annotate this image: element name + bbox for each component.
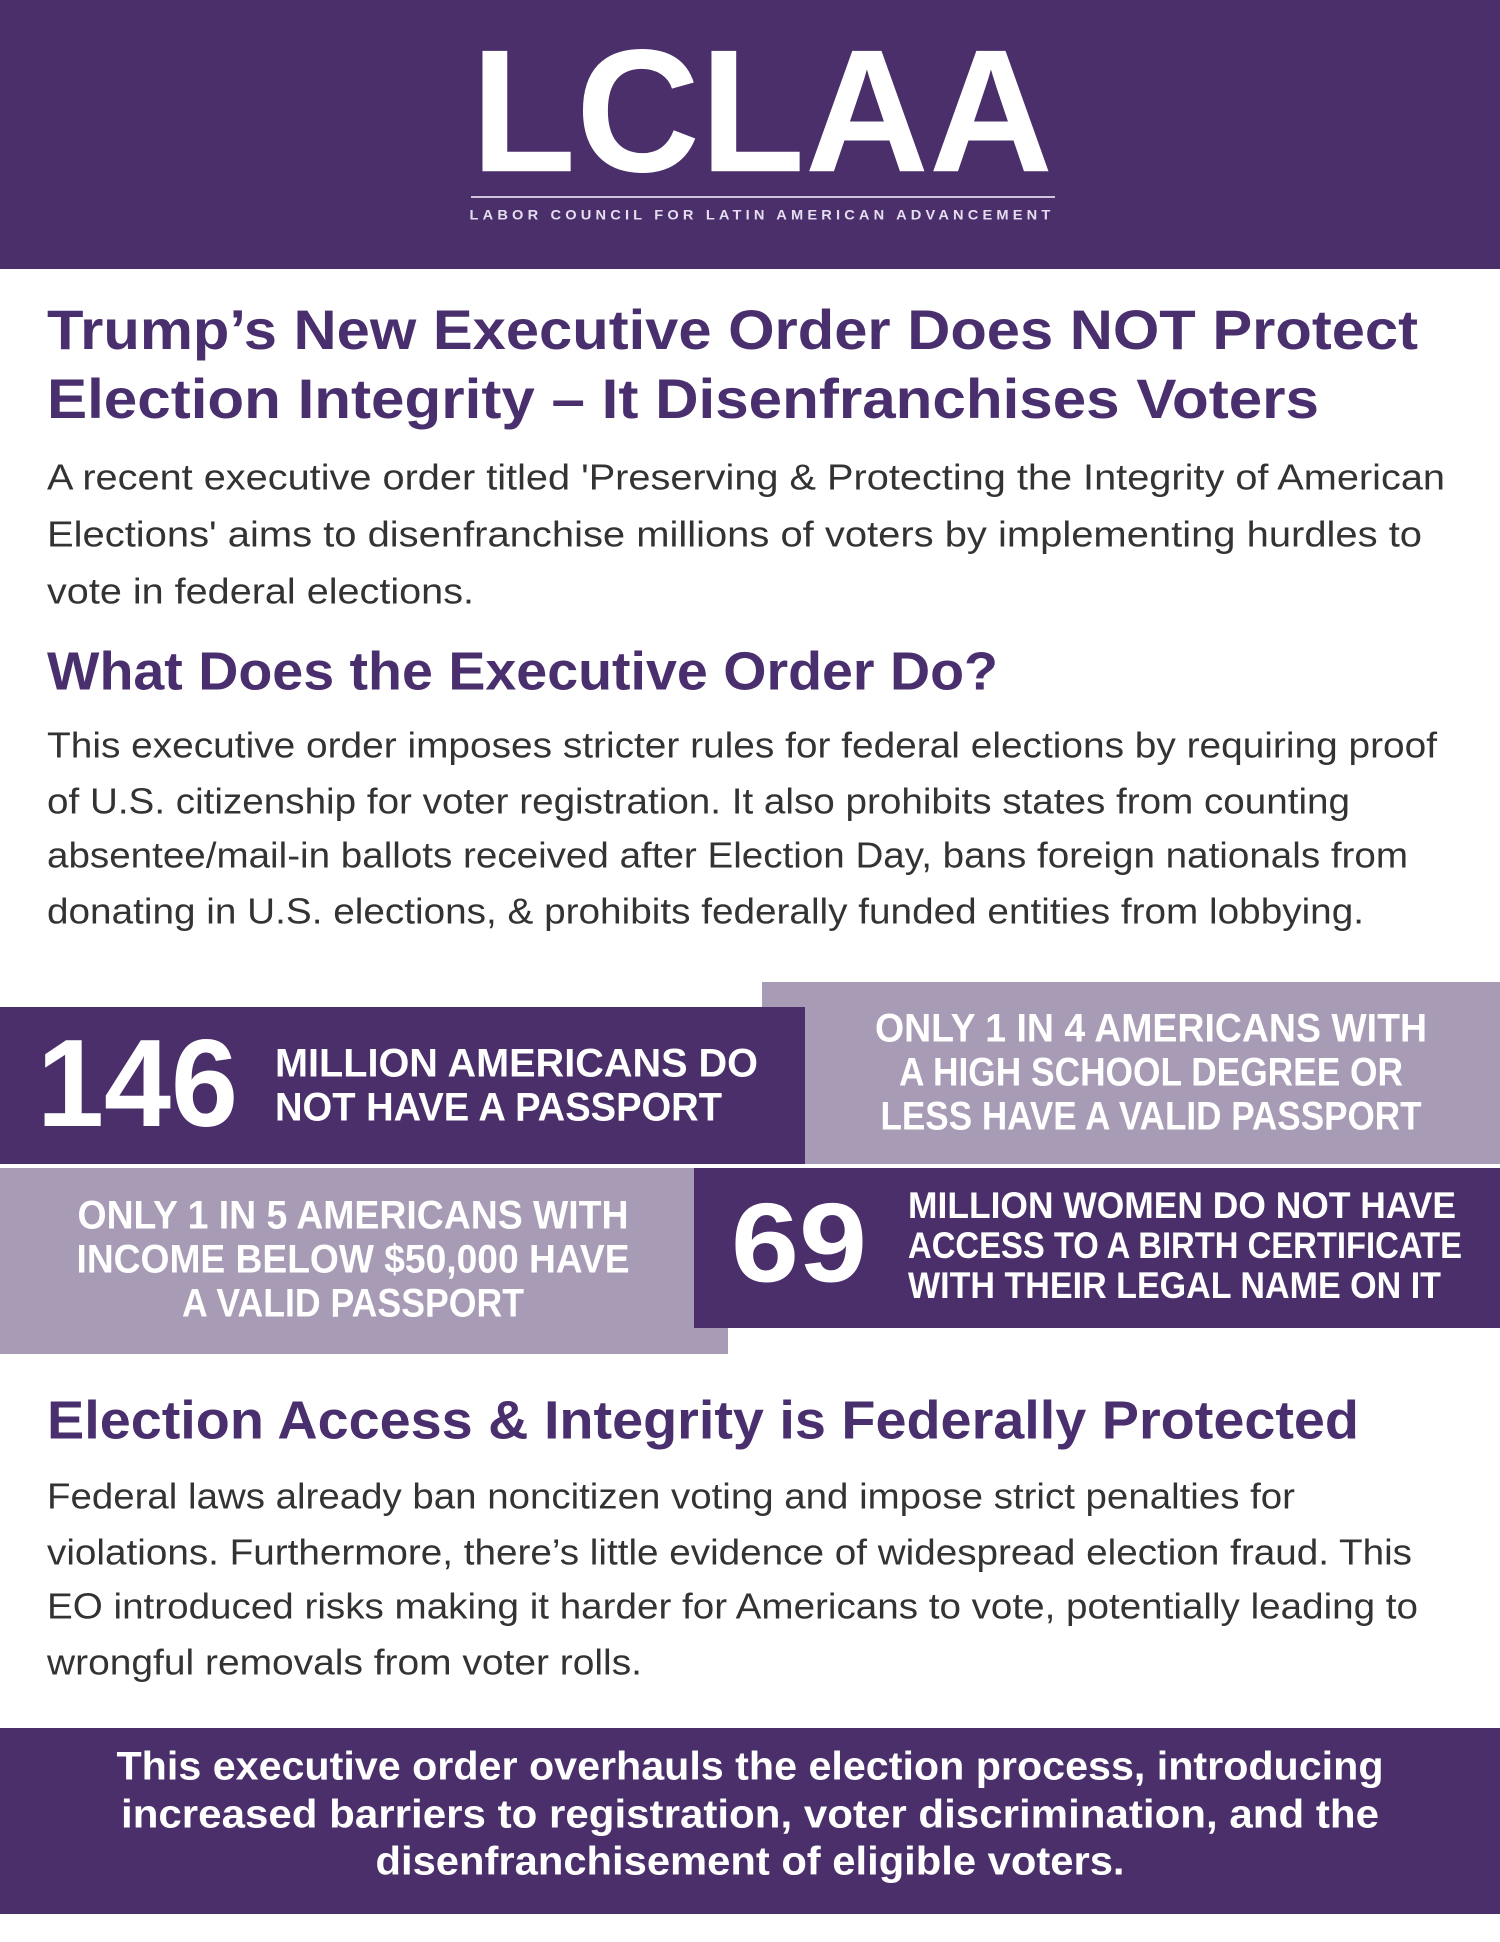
stat-text: MILLION AMERICANS DO: [275, 1042, 758, 1086]
intro-text: Elections' aims to disenfranchise millio…: [47, 514, 1422, 555]
stat-text: A VALID PASSPORT: [182, 1282, 524, 1326]
footer-band: [0, 1728, 1500, 1914]
body-text: absentee/mail-in ballots received after …: [47, 835, 1408, 876]
logo: LCLAA: [471, 14, 1053, 209]
stat-number: 146: [37, 1015, 238, 1153]
stat-text: LESS HAVE A VALID PASSPORT: [881, 1095, 1422, 1139]
title: Election Integrity – It Disenfranchises …: [47, 367, 1319, 430]
section-heading: Election Access & Integrity is Federally…: [47, 1390, 1359, 1450]
stat-text: ACCESS TO A BIRTH CERTIFICATE: [908, 1225, 1462, 1266]
stat-box: [0, 1007, 805, 1164]
footer-text: increased barriers to registration, vote…: [121, 1793, 1379, 1837]
intro-text: vote in federal elections.: [47, 571, 474, 612]
intro-text: A recent executive order titled 'Preserv…: [47, 457, 1445, 498]
body-text: Federal laws already ban noncitizen voti…: [47, 1476, 1295, 1517]
stat-number: 69: [731, 1181, 867, 1306]
footer-text: disenfranchisement of eligible voters.: [376, 1840, 1125, 1884]
stat-box: [0, 1168, 728, 1354]
stat-text: A HIGH SCHOOL DEGREE OR: [899, 1051, 1403, 1095]
stat-text: WITH THEIR LEGAL NAME ON IT: [908, 1265, 1441, 1306]
title: Trump’s New Executive Order Does NOT Pro…: [47, 298, 1418, 361]
header-band: [0, 0, 1500, 269]
stat-text: MILLION WOMEN DO NOT HAVE: [908, 1185, 1456, 1226]
body-text: of U.S. citizenship for voter registrati…: [47, 781, 1350, 822]
section-heading: What Does the Executive Order Do?: [47, 641, 998, 701]
body-text: donating in U.S. elections, & prohibits …: [47, 891, 1364, 932]
stat-box: [694, 1168, 1500, 1328]
stat-text: INCOME BELOW $50,000 HAVE: [77, 1238, 630, 1282]
body-text: This executive order imposes stricter ru…: [47, 725, 1438, 766]
body-text: EO introduced risks making it harder for…: [47, 1586, 1418, 1627]
tagline: LABOR COUNCIL FOR LATIN AMERICAN ADVANCE…: [470, 207, 1055, 223]
stat-text: NOT HAVE A PASSPORT: [275, 1086, 722, 1130]
body-text: violations. Furthermore, there’s little …: [47, 1532, 1412, 1573]
stat-text: ONLY 1 IN 4 AMERICANS WITH: [875, 1007, 1427, 1051]
body-text: wrongful removals from voter rolls.: [46, 1642, 642, 1683]
stat-text: ONLY 1 IN 5 AMERICANS WITH: [78, 1194, 629, 1238]
stat-box: [762, 982, 1500, 1164]
footer-text: This executive order overhauls the elect…: [117, 1745, 1384, 1789]
